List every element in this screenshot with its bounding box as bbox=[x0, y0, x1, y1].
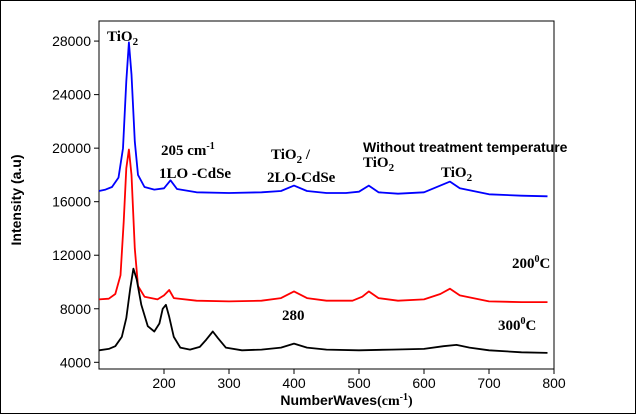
x-tick-label: 500 bbox=[347, 375, 371, 391]
y-axis-title: Intensity (a.u) bbox=[8, 154, 24, 245]
annotation-tio2-640: TiO2 bbox=[441, 165, 473, 184]
annotation-tio2-515: TiO2 bbox=[363, 155, 395, 174]
annotation-p280: 280 bbox=[282, 308, 305, 324]
y-tick-label: 16000 bbox=[52, 194, 91, 210]
annotation-lo2: 2LO-CdSe bbox=[267, 170, 336, 186]
x-tick-label: 200 bbox=[152, 375, 176, 391]
annotation-t200: 2000C bbox=[512, 254, 550, 272]
x-tick-label: 300 bbox=[217, 375, 241, 391]
y-tick-label: 12000 bbox=[52, 247, 91, 263]
y-tick-label: 20000 bbox=[52, 140, 91, 156]
y-tick-label: 28000 bbox=[52, 33, 91, 49]
x-tick-label: 600 bbox=[412, 375, 436, 391]
annotation-no-treat: Without treatment temperature bbox=[363, 139, 568, 155]
x-axis-title: NumberWaves(cm-1) bbox=[280, 392, 413, 409]
annotation-t300: 3000C bbox=[498, 316, 536, 334]
y-tick-label: 24000 bbox=[52, 87, 91, 103]
annotation-cm205: 205 cm-1 bbox=[161, 141, 215, 159]
series-line-2 bbox=[98, 267, 548, 354]
series-line-1 bbox=[98, 148, 548, 303]
y-tick-label: 8000 bbox=[60, 301, 91, 317]
annotation-tio2-400: TiO2 / bbox=[271, 147, 311, 166]
x-tick-label: 800 bbox=[542, 375, 566, 391]
series-line-0 bbox=[98, 41, 548, 198]
annotation-tio2-main: TiO2 bbox=[107, 29, 139, 48]
x-tick-label: 400 bbox=[282, 375, 306, 391]
annotation-lo1: 1LO -CdSe bbox=[159, 166, 231, 182]
x-tick-label: 700 bbox=[477, 375, 501, 391]
plot-area bbox=[98, 20, 555, 370]
y-tick-label: 4000 bbox=[60, 354, 91, 370]
